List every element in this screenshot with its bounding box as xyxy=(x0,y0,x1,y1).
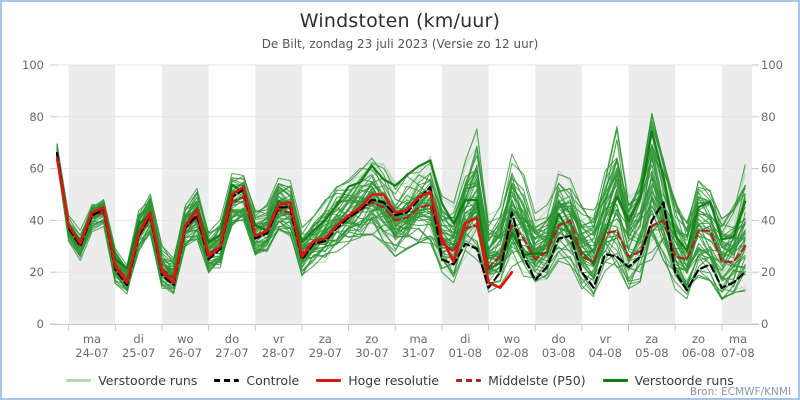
x-axis-day-label: do xyxy=(551,332,565,346)
x-axis-date-label: 26-07 xyxy=(169,346,202,360)
legend-line-sample xyxy=(66,379,92,382)
x-axis-date-label: 24-07 xyxy=(75,346,108,360)
y-axis-label-left: 40 xyxy=(29,213,44,227)
x-axis-day-label: zo xyxy=(692,332,705,346)
legend-item-2: Hoge resolutie xyxy=(316,373,439,388)
legend-item-3: Middelste (P50) xyxy=(456,373,586,388)
legend-item-4: Verstoorde runs xyxy=(602,373,734,388)
x-axis-date-label: 05-08 xyxy=(635,346,668,360)
chart-title: Windstoten (km/uur) xyxy=(299,10,501,32)
x-axis-day-label: di xyxy=(133,332,144,346)
x-axis-date-label: 04-08 xyxy=(589,346,622,360)
x-axis-date-label: 27-07 xyxy=(215,346,248,360)
x-axis-date-label: 31-07 xyxy=(402,346,435,360)
legend-line-sample xyxy=(316,379,342,382)
x-axis-date-label: 28-07 xyxy=(262,346,295,360)
y-axis-label-left: 20 xyxy=(29,265,44,279)
ensemble-member-line xyxy=(56,156,746,299)
x-axis-day-label: wo xyxy=(177,332,193,346)
legend-label: Verstoorde runs xyxy=(634,373,734,388)
y-axis-label-left: 80 xyxy=(29,110,44,124)
x-axis-date-label: 29-07 xyxy=(309,346,342,360)
x-axis-day-label: za xyxy=(319,332,332,346)
x-axis-day-label: do xyxy=(225,332,239,346)
legend-dashed-line-sample xyxy=(456,379,482,382)
legend-line-sample xyxy=(602,379,628,382)
y-axis-label-right: 80 xyxy=(761,110,776,124)
high-resolution-line xyxy=(56,156,514,290)
ensemble-member-line xyxy=(56,146,746,284)
plot-lines xyxy=(56,112,747,301)
y-axis-label-right: 20 xyxy=(761,265,776,279)
legend-label: Verstoorde runs xyxy=(98,373,198,388)
ensemble-member-line xyxy=(56,151,746,298)
chart-legend: Verstoorde runs Controle Hoge resolutie Mid… xyxy=(2,373,798,388)
x-axis-date-label: 25-07 xyxy=(122,346,155,360)
y-axis-label-left: 100 xyxy=(22,58,44,72)
legend-label: Middelste (P50) xyxy=(488,373,586,388)
legend-item-0: Verstoorde runs xyxy=(66,373,197,388)
day-band xyxy=(68,65,116,324)
x-axis-date-label: 03-08 xyxy=(542,346,575,360)
y-axis-label-left: 0 xyxy=(37,317,44,331)
x-axis-date-label: 30-07 xyxy=(355,346,388,360)
x-axis-day-label: wo xyxy=(504,332,520,346)
ensemble-member-line xyxy=(56,145,746,279)
y-axis-label-left: 60 xyxy=(29,162,44,176)
legend-item-1: Controle xyxy=(214,373,299,388)
x-axis-date-label: 01-08 xyxy=(449,346,482,360)
y-axis-label-right: 60 xyxy=(761,162,776,176)
x-axis-day-label: di xyxy=(460,332,471,346)
legend-label: Controle xyxy=(246,373,300,388)
chart-subtitle: De Bilt, zondag 23 juli 2023 (Versie zo … xyxy=(261,37,539,51)
control-line xyxy=(56,152,747,292)
x-axis-date-label: 06-08 xyxy=(682,346,715,360)
x-axis-day-label: ma xyxy=(409,332,427,346)
y-axis-label-right: 100 xyxy=(761,58,783,72)
y-axis-label-right: 0 xyxy=(761,317,768,331)
x-axis-day-label: ma xyxy=(729,332,747,346)
x-axis-day-label: ma xyxy=(83,332,101,346)
legend-dashed-line-sample xyxy=(214,379,240,382)
ensemble-member-line xyxy=(56,112,746,289)
data-source-credit: Bron: ECMWF/KNMI xyxy=(689,386,791,398)
x-axis-day-label: zo xyxy=(365,332,378,346)
x-axis-day-label: za xyxy=(645,332,658,346)
x-axis-date-label: 07-08 xyxy=(721,346,754,360)
legend-label: Hoge resolutie xyxy=(348,373,440,388)
x-axis-day-label: vr xyxy=(273,332,285,346)
x-axis-date-label: 02-08 xyxy=(495,346,528,360)
x-axis-day-label: vr xyxy=(599,332,611,346)
median-p50-line xyxy=(56,152,747,282)
y-axis-label-right: 40 xyxy=(761,213,776,227)
